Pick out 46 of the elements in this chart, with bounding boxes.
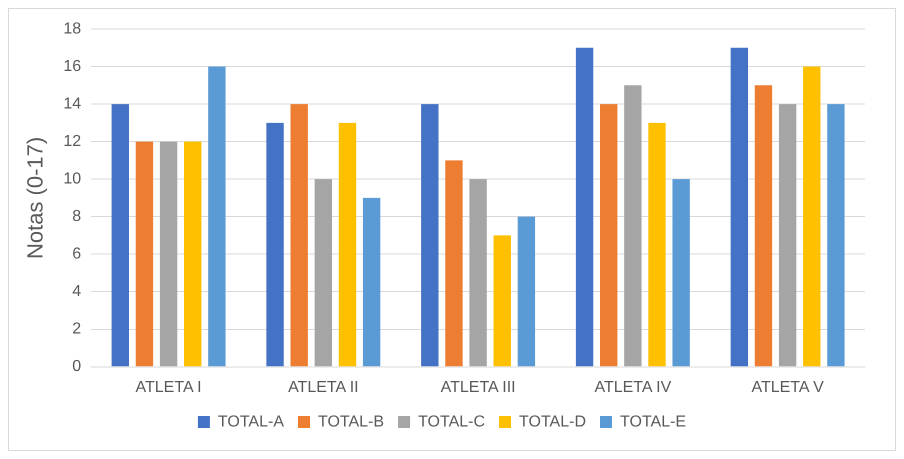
y-tick-label: 6 — [72, 246, 82, 263]
bar — [576, 48, 594, 366]
y-tick-label: 14 — [63, 95, 82, 112]
y-axis-title: Notas (0-17) — [22, 136, 48, 260]
bar — [184, 142, 202, 366]
y-tick-label: 18 — [63, 20, 82, 38]
x-tick-label: ATLETA III — [440, 378, 516, 396]
legend-label: TOTAL-D — [519, 413, 586, 430]
bar — [754, 85, 772, 366]
y-tick-label: 0 — [72, 358, 82, 376]
y-tick-label: 4 — [72, 283, 82, 300]
bar — [338, 122, 356, 366]
legend-label: TOTAL-E — [620, 413, 686, 430]
bar — [421, 104, 439, 366]
y-tick-label: 16 — [63, 58, 82, 75]
y-tick-label: 2 — [72, 320, 82, 338]
bar — [469, 179, 487, 366]
bar — [362, 198, 380, 366]
x-tick-label: ATLETA V — [751, 378, 824, 396]
bar — [624, 85, 642, 366]
bar — [803, 66, 820, 366]
bar — [160, 142, 178, 366]
bar — [266, 122, 284, 366]
bar — [518, 216, 536, 366]
y-tick-label: 12 — [63, 133, 82, 150]
bar — [827, 104, 845, 366]
x-tick-label: ATLETA I — [136, 378, 202, 396]
bar — [778, 104, 796, 366]
bar — [208, 66, 226, 366]
x-tick-label: ATLETA IV — [594, 378, 672, 396]
bar — [112, 104, 129, 366]
bar — [730, 48, 748, 366]
legend-label: TOTAL-C — [418, 413, 486, 430]
bar — [445, 160, 463, 366]
y-tick-label: 8 — [72, 208, 82, 226]
bar — [672, 179, 690, 366]
bar — [136, 142, 154, 366]
legend-label: TOTAL-A — [218, 413, 284, 430]
x-tick-label: ATLETA II — [288, 378, 359, 396]
legend-label: TOTAL-B — [318, 413, 384, 430]
bar — [314, 179, 332, 366]
bar — [648, 122, 666, 366]
y-tick-label: 10 — [63, 170, 82, 188]
bar — [290, 104, 308, 366]
bar — [494, 235, 511, 366]
bar — [600, 104, 618, 366]
